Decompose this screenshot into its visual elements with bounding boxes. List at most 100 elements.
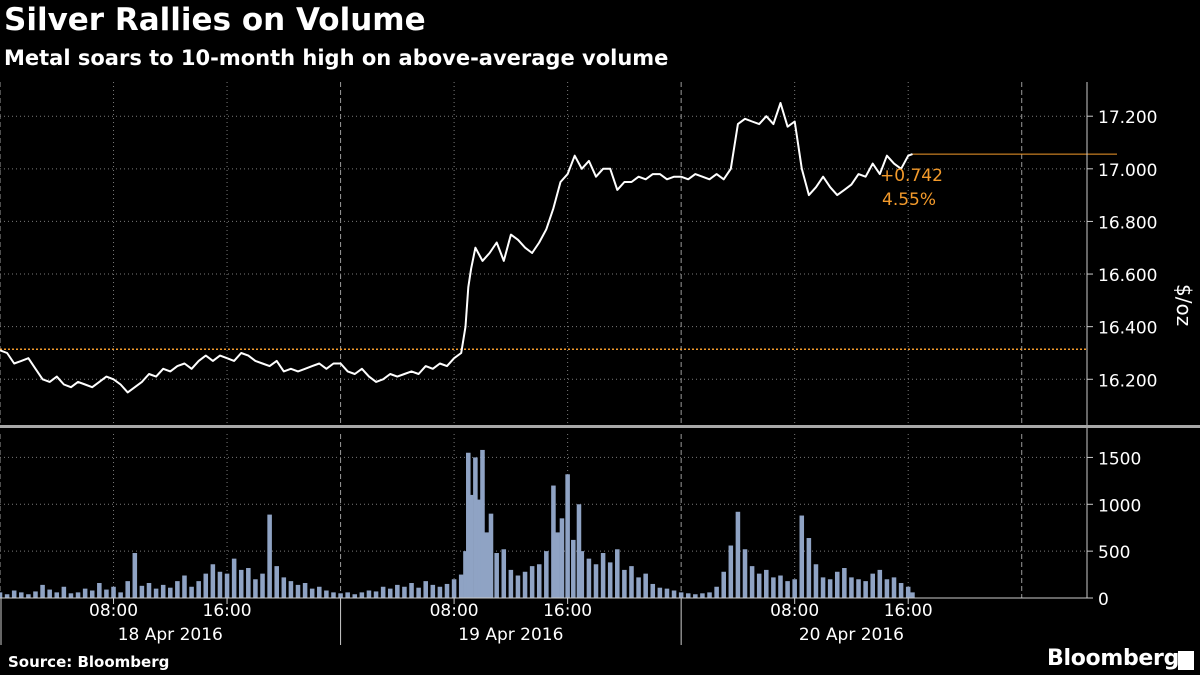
change-annotation: +0.742 <box>880 166 943 186</box>
volume-bar <box>778 575 783 598</box>
volume-bar <box>402 586 407 598</box>
price-series <box>0 102 913 394</box>
volume-bar <box>210 564 216 598</box>
x-tick-label: 16:00 <box>884 601 933 621</box>
volume-bar <box>622 569 627 598</box>
volume-bar <box>387 588 393 598</box>
volume-bar <box>274 566 279 598</box>
volume-bar <box>629 566 634 598</box>
volume-bar <box>75 592 81 598</box>
volume-bar <box>416 587 421 598</box>
volume-bar <box>529 566 535 598</box>
volume-bar <box>891 577 897 598</box>
volume-bar <box>536 564 542 598</box>
volume-bar <box>153 588 159 598</box>
y-tick-label: 16.600 <box>1098 266 1157 286</box>
volume-bar <box>905 586 911 598</box>
volume-bar <box>409 583 414 598</box>
volume-bar <box>104 589 109 598</box>
volume-bar <box>643 573 648 598</box>
volume-bar <box>451 579 457 598</box>
volume-bar <box>756 573 762 598</box>
volume-bar <box>473 457 478 598</box>
volume-bar <box>827 579 833 598</box>
volume-bar <box>870 573 875 598</box>
y-axis-unit-label: $/oz <box>1172 284 1196 326</box>
volume-bar <box>68 593 74 598</box>
volume-bar <box>884 579 890 598</box>
volume-bar <box>444 583 450 598</box>
volume-bar <box>842 568 847 598</box>
volume-bar <box>707 592 712 598</box>
volume-bar <box>671 590 677 598</box>
volume-bar <box>160 584 166 598</box>
brand-logo: Bloomberg <box>1047 646 1180 671</box>
y-tick-label: 1000 <box>1098 496 1141 516</box>
x-tick-label: 08:00 <box>89 601 138 621</box>
volume-bar <box>267 514 272 598</box>
volume-bar <box>281 577 287 598</box>
volume-bar <box>309 588 315 598</box>
y-tick-label: 500 <box>1098 543 1130 563</box>
volume-bar <box>0 592 3 598</box>
volume-bar <box>571 539 576 598</box>
volume-bar <box>4 594 10 598</box>
volume-bar <box>338 593 343 598</box>
y-tick-label: 16.800 <box>1098 213 1157 233</box>
volume-bar <box>910 592 915 598</box>
percent-annotation: 4.55% <box>882 190 936 210</box>
volume-bar <box>118 592 123 598</box>
volume-bar <box>650 583 656 598</box>
volume-bar <box>168 587 173 598</box>
volume-bar <box>359 592 365 598</box>
date-label: 20 Apr 2016 <box>799 625 904 645</box>
volume-bar <box>792 579 797 598</box>
volume-bar <box>373 591 379 598</box>
y-tick-label: 17.200 <box>1098 108 1157 128</box>
volume-bar <box>501 549 507 598</box>
volume-bar <box>714 586 719 598</box>
volume-bar <box>600 553 606 598</box>
volume-bar <box>806 538 812 598</box>
volume-bar <box>253 579 258 598</box>
volume-bar <box>693 594 698 598</box>
volume-bar <box>47 589 52 598</box>
volume-bar <box>820 577 826 598</box>
volume-bar <box>813 564 819 598</box>
volume-bar <box>345 592 350 598</box>
volume-bar <box>26 594 31 598</box>
volume-bar <box>785 581 790 598</box>
volume-bar <box>189 586 194 598</box>
volume-bar <box>484 532 490 598</box>
volume-bar <box>615 549 620 598</box>
volume-bar <box>749 566 755 598</box>
volume-bar <box>477 499 482 598</box>
y-tick-label: 17.000 <box>1098 161 1157 181</box>
volume-bar <box>657 587 663 598</box>
x-tick-label: 08:00 <box>770 601 819 621</box>
volume-bar <box>664 588 670 598</box>
volume-bar <box>849 577 854 598</box>
volume-bar <box>551 485 556 598</box>
volume-bar <box>331 592 336 598</box>
volume-bar <box>146 583 152 598</box>
volume-bar <box>260 573 265 598</box>
volume-bar <box>33 591 38 598</box>
volume-bar <box>40 584 45 598</box>
volume-bar <box>139 585 145 598</box>
volume-bar <box>19 592 24 598</box>
volume-bar <box>685 593 691 598</box>
volume-bar <box>182 575 187 598</box>
volume-bar <box>834 571 840 598</box>
volume-bar <box>466 452 471 598</box>
volume-bar <box>203 573 209 598</box>
y-tick-label: 0 <box>1098 590 1109 610</box>
source-note: Source: Bloomberg <box>8 653 170 671</box>
chart-title: Silver Rallies on Volume <box>4 2 426 38</box>
volume-bar <box>586 558 592 598</box>
volume-bar <box>636 577 641 598</box>
volume-bar <box>463 551 468 598</box>
axis-labels: 16.200 16.400 16.600 16.800 17.000 17.200 0 500… <box>89 108 1196 645</box>
date-label: 18 Apr 2016 <box>118 625 223 645</box>
